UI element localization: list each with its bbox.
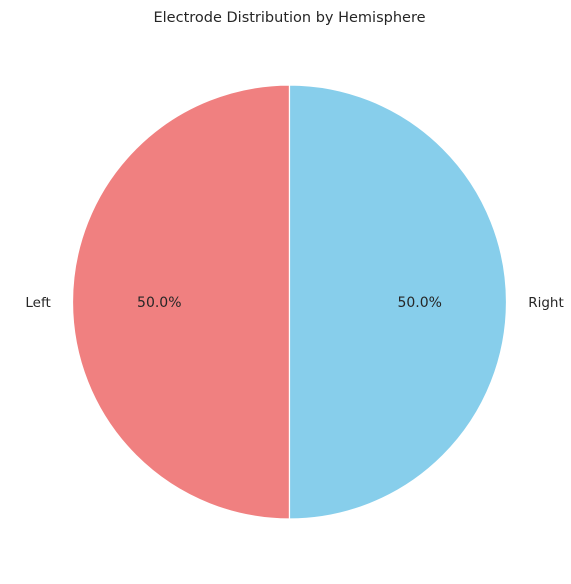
pie-labels: Left 50.0% Right 50.0% (25, 295, 563, 311)
pie-slice-right (288, 84, 508, 520)
chart-title: Electrode Distribution by Hemisphere (153, 10, 425, 26)
pie-slice-left (71, 84, 291, 520)
slice-label-right: Right (528, 295, 564, 311)
pie-slices (71, 84, 508, 520)
slice-label-left: Left (25, 295, 50, 311)
slice-percent-right: 50.0% (397, 295, 441, 311)
slice-percent-left: 50.0% (137, 295, 181, 311)
